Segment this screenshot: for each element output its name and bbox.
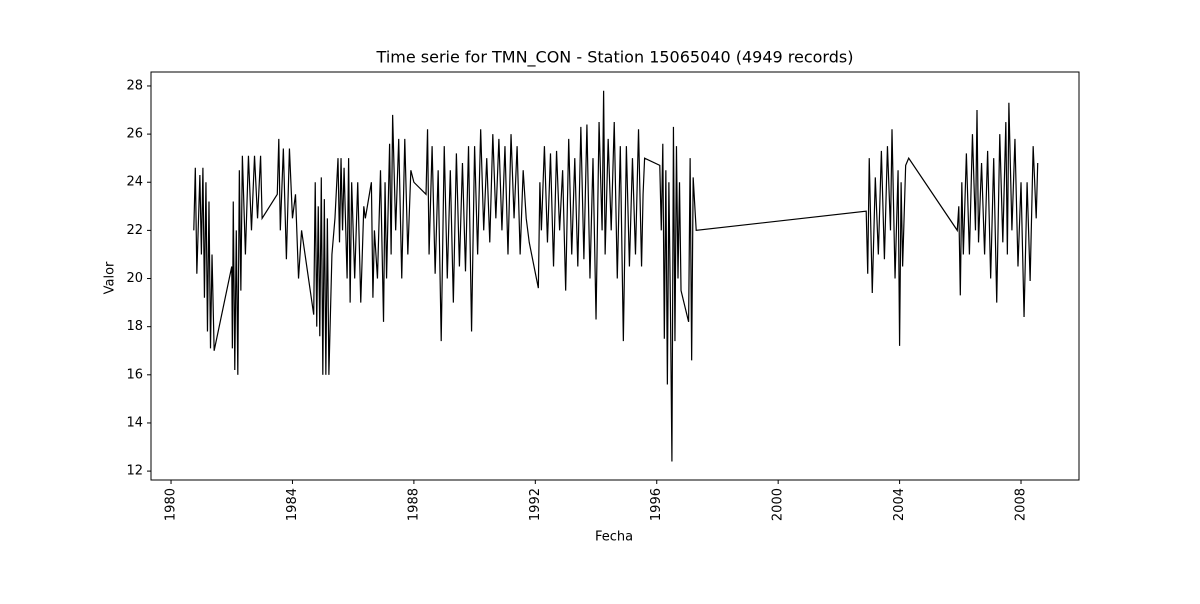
- x-tick-label: 2004: [892, 488, 907, 521]
- data-line: [193, 90, 1039, 462]
- y-tick-label: 20: [126, 271, 143, 286]
- y-tick-label: 24: [126, 175, 143, 190]
- x-tick-label: 1992: [528, 488, 543, 521]
- x-tick-label: 1984: [285, 488, 300, 521]
- plot-frame: [150, 71, 1080, 481]
- y-tick-label: 22: [126, 223, 143, 238]
- x-tick-label: 1996: [649, 488, 664, 521]
- y-tick-label: 28: [126, 78, 143, 93]
- x-tick-label: 1980: [164, 488, 179, 521]
- y-tick-label: 26: [126, 127, 143, 142]
- y-tick-label: 12: [126, 464, 143, 479]
- x-axis-label: Fecha: [595, 530, 633, 545]
- y-tick-label: 14: [126, 415, 143, 430]
- y-axis-label: Valor: [103, 261, 118, 294]
- chart-title: Time serie for TMN_CON - Station 1506504…: [376, 48, 854, 68]
- y-tick-label: 16: [126, 367, 143, 382]
- x-tick-label: 2000: [771, 488, 786, 521]
- x-tick-label: 2008: [1014, 488, 1029, 521]
- y-tick-label: 18: [126, 319, 143, 334]
- x-tick-label: 1988: [406, 488, 421, 521]
